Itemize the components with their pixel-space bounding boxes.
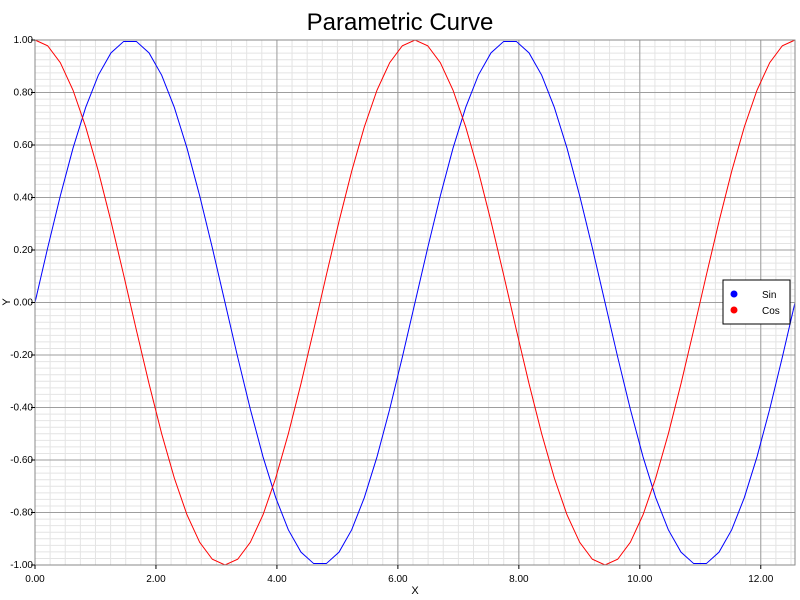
legend-label-cos: Cos — [762, 306, 780, 317]
y-tick-label: 1.00 — [14, 35, 34, 46]
series-line-sin — [34, 40, 796, 565]
y-tick-label: -0.60 — [10, 455, 33, 466]
legend: Sin Cos — [722, 279, 791, 325]
legend-marker-sin — [730, 290, 738, 298]
chart-title: Parametric Curve — [307, 9, 494, 36]
legend-marker-cos — [730, 306, 738, 314]
grid — [34, 39, 795, 566]
x-tick-label: 12.00 — [748, 574, 773, 585]
y-tick-label: -0.20 — [10, 350, 33, 361]
y-tick-label: 0.60 — [14, 140, 34, 151]
y-tick-label: -0.80 — [10, 508, 33, 519]
y-tick-label: -1.00 — [10, 560, 33, 571]
legend-label-sin: Sin — [762, 290, 776, 301]
y-tick-label: 0.80 — [14, 88, 34, 99]
x-tick-label: 8.00 — [509, 574, 529, 585]
x-tick-label: 6.00 — [388, 574, 408, 585]
x-tick-label: 4.00 — [267, 574, 287, 585]
y-tick-label: 0.20 — [14, 245, 34, 256]
axis-ticks: 0.00 2.00 4.00 6.00 8.00 10.00 12.00 -1.00 -0.80… — [10, 35, 774, 585]
x-tick-label: 2.00 — [146, 574, 166, 585]
x-tick-label: 0.00 — [25, 574, 45, 585]
y-tick-label: 0.40 — [14, 193, 34, 204]
x-axis-label: X — [411, 585, 419, 597]
y-tick-label: 0.00 — [14, 298, 34, 309]
x-tick-label: 10.00 — [627, 574, 652, 585]
y-axis-label: Y — [1, 298, 13, 306]
legend-box — [722, 279, 791, 325]
y-tick-label: -0.40 — [10, 403, 33, 414]
